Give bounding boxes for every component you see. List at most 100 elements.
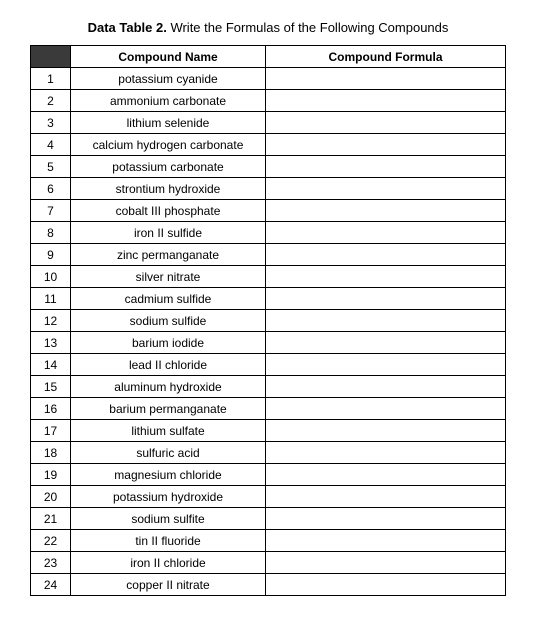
- table-row: 9zinc permanganate: [31, 244, 506, 266]
- compound-name: tin II fluoride: [71, 530, 266, 552]
- table-row: 6strontium hydroxide: [31, 178, 506, 200]
- compound-name: lead II chloride: [71, 354, 266, 376]
- header-row: Compound Name Compound Formula: [31, 46, 506, 68]
- compound-formula: [266, 354, 506, 376]
- table-row: 16barium permanganate: [31, 398, 506, 420]
- compound-name: copper II nitrate: [71, 574, 266, 596]
- compound-name: ammonium carbonate: [71, 90, 266, 112]
- table-row: 7cobalt III phosphate: [31, 200, 506, 222]
- table-row: 10silver nitrate: [31, 266, 506, 288]
- compound-formula: [266, 112, 506, 134]
- table-row: 21sodium sulfite: [31, 508, 506, 530]
- row-number: 24: [31, 574, 71, 596]
- compound-name: magnesium chloride: [71, 464, 266, 486]
- compound-name: iron II sulfide: [71, 222, 266, 244]
- compound-name: potassium carbonate: [71, 156, 266, 178]
- compound-formula: [266, 508, 506, 530]
- compound-name: cadmium sulfide: [71, 288, 266, 310]
- row-number: 22: [31, 530, 71, 552]
- row-number: 10: [31, 266, 71, 288]
- compound-name: strontium hydroxide: [71, 178, 266, 200]
- compound-formula: [266, 310, 506, 332]
- compound-name: sulfuric acid: [71, 442, 266, 464]
- header-blank: [31, 46, 71, 68]
- compound-formula: [266, 156, 506, 178]
- table-row: 4calcium hydrogen carbonate: [31, 134, 506, 156]
- compound-name: sodium sulfite: [71, 508, 266, 530]
- table-row: 13barium iodide: [31, 332, 506, 354]
- compound-name: aluminum hydroxide: [71, 376, 266, 398]
- table-row: 11cadmium sulfide: [31, 288, 506, 310]
- row-number: 14: [31, 354, 71, 376]
- table-row: 18sulfuric acid: [31, 442, 506, 464]
- compound-formula: [266, 442, 506, 464]
- row-number: 18: [31, 442, 71, 464]
- compound-formula: [266, 200, 506, 222]
- row-number: 15: [31, 376, 71, 398]
- table-row: 23iron II chloride: [31, 552, 506, 574]
- header-compound-formula: Compound Formula: [266, 46, 506, 68]
- compound-formula: [266, 530, 506, 552]
- compound-formula: [266, 574, 506, 596]
- compound-formula: [266, 134, 506, 156]
- row-number: 21: [31, 508, 71, 530]
- row-number: 9: [31, 244, 71, 266]
- table-title: Data Table 2. Write the Formulas of the …: [30, 20, 506, 35]
- row-number: 1: [31, 68, 71, 90]
- header-compound-name: Compound Name: [71, 46, 266, 68]
- row-number: 11: [31, 288, 71, 310]
- compound-formula: [266, 178, 506, 200]
- table-row: 14lead II chloride: [31, 354, 506, 376]
- row-number: 12: [31, 310, 71, 332]
- compound-formula: [266, 376, 506, 398]
- compound-name: cobalt III phosphate: [71, 200, 266, 222]
- compound-formula: [266, 420, 506, 442]
- title-rest: Write the Formulas of the Following Comp…: [167, 20, 449, 35]
- compound-formula: [266, 464, 506, 486]
- compound-name: potassium cyanide: [71, 68, 266, 90]
- table-row: 12sodium sulfide: [31, 310, 506, 332]
- compound-name: silver nitrate: [71, 266, 266, 288]
- compound-formula: [266, 288, 506, 310]
- row-number: 8: [31, 222, 71, 244]
- compound-name: zinc permanganate: [71, 244, 266, 266]
- table-row: 19magnesium chloride: [31, 464, 506, 486]
- compounds-table: Compound Name Compound Formula 1potassiu…: [30, 45, 506, 596]
- table-row: 15aluminum hydroxide: [31, 376, 506, 398]
- row-number: 13: [31, 332, 71, 354]
- row-number: 20: [31, 486, 71, 508]
- row-number: 4: [31, 134, 71, 156]
- row-number: 3: [31, 112, 71, 134]
- compound-formula: [266, 68, 506, 90]
- compound-formula: [266, 486, 506, 508]
- compound-name: lithium sulfate: [71, 420, 266, 442]
- compound-formula: [266, 222, 506, 244]
- table-row: 24copper II nitrate: [31, 574, 506, 596]
- table-row: 20potassium hydroxide: [31, 486, 506, 508]
- compound-name: iron II chloride: [71, 552, 266, 574]
- table-row: 1potassium cyanide: [31, 68, 506, 90]
- compound-formula: [266, 552, 506, 574]
- table-row: 3lithium selenide: [31, 112, 506, 134]
- compound-formula: [266, 90, 506, 112]
- compound-formula: [266, 244, 506, 266]
- row-number: 16: [31, 398, 71, 420]
- table-row: 17lithium sulfate: [31, 420, 506, 442]
- row-number: 6: [31, 178, 71, 200]
- title-bold: Data Table 2.: [88, 20, 167, 35]
- table-row: 2ammonium carbonate: [31, 90, 506, 112]
- row-number: 23: [31, 552, 71, 574]
- compound-name: barium iodide: [71, 332, 266, 354]
- table-row: 5potassium carbonate: [31, 156, 506, 178]
- row-number: 17: [31, 420, 71, 442]
- table-row: 8iron II sulfide: [31, 222, 506, 244]
- table-row: 22tin II fluoride: [31, 530, 506, 552]
- compound-name: calcium hydrogen carbonate: [71, 134, 266, 156]
- compound-formula: [266, 332, 506, 354]
- row-number: 7: [31, 200, 71, 222]
- row-number: 2: [31, 90, 71, 112]
- compound-formula: [266, 398, 506, 420]
- compound-name: sodium sulfide: [71, 310, 266, 332]
- compound-name: barium permanganate: [71, 398, 266, 420]
- row-number: 5: [31, 156, 71, 178]
